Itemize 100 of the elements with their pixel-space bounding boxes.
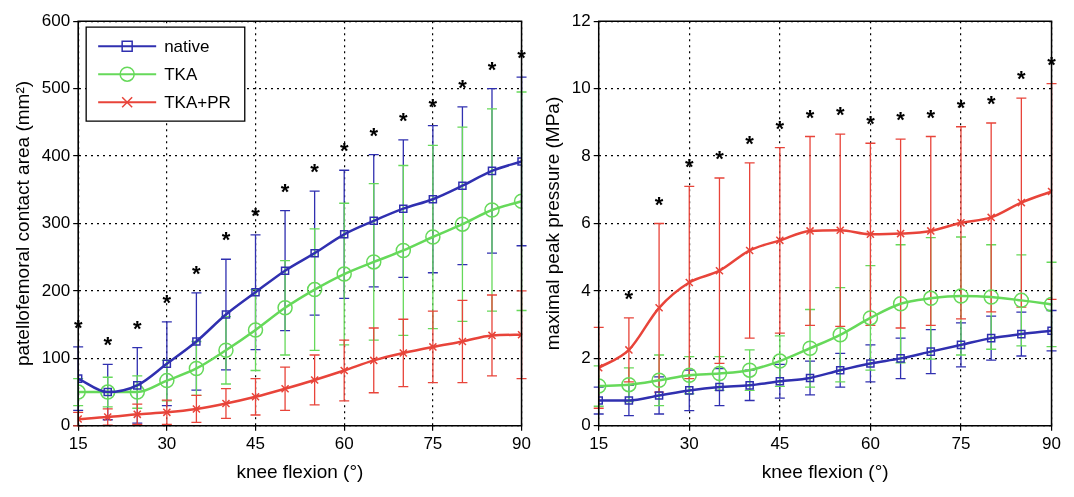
annotation: * [133, 315, 142, 341]
point [802, 340, 818, 356]
x-tick-label: 60 [334, 433, 354, 453]
point [832, 327, 848, 343]
point [624, 396, 634, 405]
annotation: * [399, 107, 409, 133]
point [1017, 329, 1026, 339]
point [310, 375, 319, 385]
annotation: * [458, 74, 468, 100]
point [280, 384, 290, 393]
y-tick-label: 6 [581, 213, 591, 233]
annotation: * [775, 115, 785, 141]
point [487, 166, 497, 176]
x-axis-title: knee flexion (°) [761, 460, 889, 482]
legend-label: native [164, 36, 210, 56]
point [715, 266, 724, 275]
point [487, 331, 497, 340]
point [956, 218, 966, 228]
point [369, 216, 379, 226]
point [310, 248, 319, 258]
point [369, 356, 379, 365]
annotation: * [685, 154, 694, 180]
y-tick-label: 8 [581, 145, 591, 165]
point [866, 359, 875, 368]
x-tick-label: 45 [770, 433, 790, 453]
annotation: * [624, 285, 634, 311]
point [458, 181, 467, 191]
point [218, 342, 234, 359]
point [454, 216, 471, 232]
point [926, 226, 936, 236]
point [277, 300, 293, 316]
point [399, 204, 408, 213]
x-tick-label: 30 [157, 433, 177, 453]
point [651, 372, 667, 389]
point [866, 230, 875, 239]
point [745, 246, 754, 255]
x-tick-label: 90 [1042, 433, 1062, 453]
point [306, 281, 323, 298]
point [1017, 198, 1026, 207]
point [133, 381, 142, 390]
point [715, 382, 724, 392]
point [159, 372, 175, 389]
y-tick-label: 4 [581, 280, 591, 300]
y-tick-label: 100 [41, 348, 71, 368]
point [654, 303, 664, 313]
point [953, 288, 969, 304]
x-tick-label: 15 [589, 433, 609, 453]
annotation: * [1017, 66, 1027, 92]
point [896, 229, 905, 238]
point [741, 362, 758, 378]
point [188, 360, 205, 377]
annotation: * [162, 290, 172, 316]
x-tick-label: 60 [860, 433, 880, 453]
point [192, 404, 201, 414]
legend-label: TKA [164, 64, 198, 84]
point [484, 202, 500, 218]
point [366, 254, 382, 270]
point [221, 310, 231, 319]
point [251, 288, 260, 297]
point [835, 365, 845, 375]
annotation: * [192, 261, 202, 287]
x-tick-label: 75 [951, 433, 971, 453]
point [1013, 292, 1030, 309]
point [983, 289, 999, 305]
point [247, 322, 264, 338]
x-axis-title: knee flexion (°) [236, 460, 364, 482]
point [458, 337, 467, 346]
annotation: * [805, 104, 815, 130]
y-axis-title: maximal peak pressure (MPa) [541, 96, 563, 351]
legend-label: TKA+PR [164, 92, 231, 112]
point [280, 266, 290, 275]
annotation: * [654, 191, 664, 217]
annotation: * [926, 104, 936, 130]
annotation: * [956, 94, 966, 120]
point [926, 347, 936, 356]
point [654, 391, 664, 400]
point [395, 242, 412, 259]
point [775, 377, 785, 386]
point [892, 296, 909, 312]
y-tick-label: 0 [581, 415, 591, 435]
x-tick-label: 15 [68, 433, 88, 453]
point [986, 213, 996, 222]
point [923, 290, 939, 307]
point [399, 348, 408, 358]
annotation: * [428, 93, 438, 119]
point [133, 410, 142, 419]
point [711, 365, 728, 382]
annotation: * [745, 130, 755, 156]
point [336, 266, 352, 282]
point [835, 225, 845, 235]
annotation: * [221, 227, 231, 253]
y-tick-label: 12 [571, 10, 591, 30]
annotation: * [487, 56, 497, 82]
point [681, 367, 698, 383]
point [956, 340, 966, 350]
y-tick-label: 200 [41, 280, 71, 300]
point [896, 354, 905, 363]
annotation: * [896, 107, 906, 133]
annotation: * [835, 102, 845, 128]
annotation: * [251, 203, 261, 229]
